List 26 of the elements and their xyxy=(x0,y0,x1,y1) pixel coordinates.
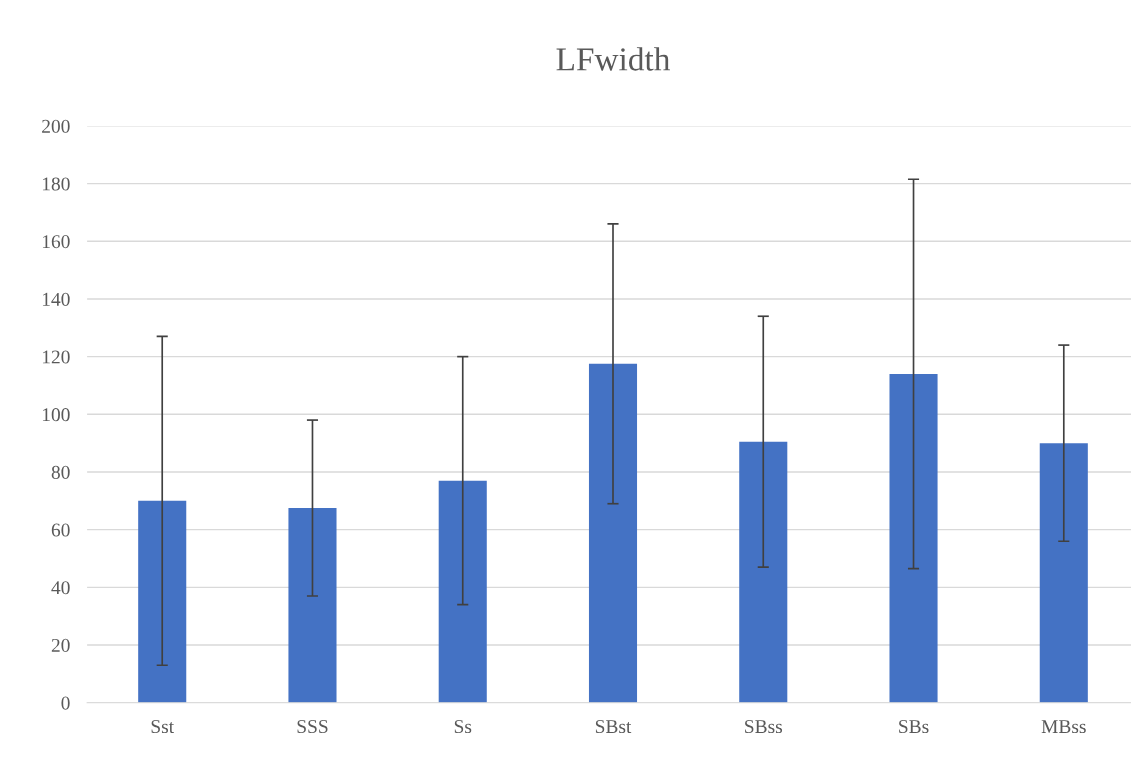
bar xyxy=(438,480,487,703)
x-tick-label: SSS xyxy=(297,720,328,734)
bar xyxy=(288,508,337,703)
x-tick-label: MBss xyxy=(1041,720,1086,734)
y-tick-label: 120 xyxy=(42,350,70,364)
bar xyxy=(588,363,638,703)
y-tick-label: 40 xyxy=(51,581,70,595)
chart-title: LFwidth xyxy=(556,47,670,71)
bar xyxy=(889,373,938,703)
y-tick-label: 20 xyxy=(51,638,70,652)
y-tick-label: 0 xyxy=(61,696,70,710)
x-tick-label: Ss xyxy=(454,720,472,734)
y-tick-label: 160 xyxy=(42,235,70,249)
x-tick-label: SBss xyxy=(745,720,783,734)
y-tick-label: 140 xyxy=(42,292,70,306)
bar xyxy=(739,441,788,703)
bar xyxy=(138,500,187,703)
x-tick-label: SBst xyxy=(595,720,632,734)
y-tick-label: 80 xyxy=(51,465,70,479)
x-tick-label: SBs xyxy=(899,720,929,734)
y-tick-label: 200 xyxy=(42,119,70,133)
y-tick-label: 60 xyxy=(51,523,70,537)
y-tick-label: 100 xyxy=(42,408,70,422)
x-tick-label: Sst xyxy=(151,720,174,734)
bar xyxy=(1039,443,1088,703)
y-tick-label: 180 xyxy=(42,177,70,191)
